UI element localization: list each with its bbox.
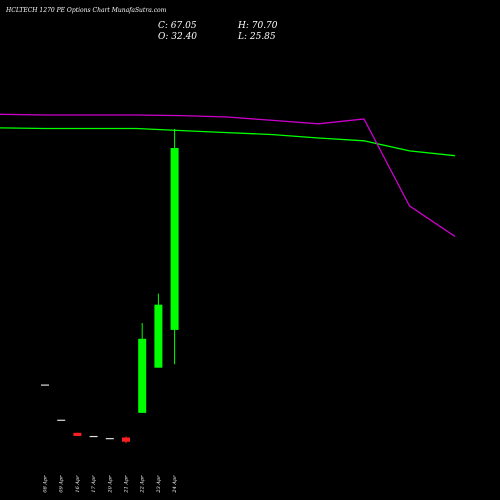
x-tick-label: 09 Apr bbox=[59, 475, 65, 493]
candle bbox=[170, 128, 179, 365]
close-value: C: 67.05 bbox=[158, 21, 197, 31]
x-tick-label: 20 Apr bbox=[107, 475, 113, 494]
indicator-lines bbox=[0, 113, 456, 237]
candlesticks bbox=[41, 128, 179, 444]
candle-body bbox=[73, 432, 82, 436]
candle-body bbox=[57, 419, 66, 421]
candle-body bbox=[41, 384, 49, 386]
chart-title: HCLTECH 1270 PE Options Chart MunafaSutr… bbox=[5, 7, 167, 14]
open-value: O: 32.40 bbox=[158, 32, 197, 42]
x-tick-label: 08 Apr bbox=[43, 475, 49, 493]
candle bbox=[57, 419, 66, 421]
candle-body bbox=[122, 437, 130, 442]
candle-body bbox=[138, 338, 147, 413]
candle bbox=[41, 384, 49, 386]
x-tick-label: 24 Apr bbox=[172, 475, 178, 494]
series-line bbox=[0, 127, 456, 157]
candle bbox=[89, 435, 98, 438]
x-tick-label: 23 Apr bbox=[156, 475, 162, 494]
candle-body bbox=[105, 438, 114, 440]
candle bbox=[105, 438, 114, 440]
x-tick-label: 17 Apr bbox=[91, 475, 97, 493]
x-tick-label: 16 Apr bbox=[75, 475, 81, 493]
series-line bbox=[0, 113, 456, 237]
x-axis-labels: 08 Apr 09 Apr 16 Apr 17 Apr 20 Apr 21 Apr 22 A… bbox=[43, 475, 179, 494]
x-tick-label: 21 Apr bbox=[124, 475, 130, 494]
candle bbox=[154, 293, 163, 368]
high-value: H: 70.70 bbox=[237, 21, 278, 31]
low-value: L: 25.85 bbox=[237, 32, 276, 42]
candle bbox=[122, 436, 130, 444]
x-tick-label: 22 Apr bbox=[140, 475, 146, 494]
candle-body bbox=[89, 435, 98, 438]
candle bbox=[73, 432, 82, 436]
candle-body bbox=[170, 147, 179, 330]
candle bbox=[138, 323, 147, 413]
candle-body bbox=[154, 304, 163, 368]
